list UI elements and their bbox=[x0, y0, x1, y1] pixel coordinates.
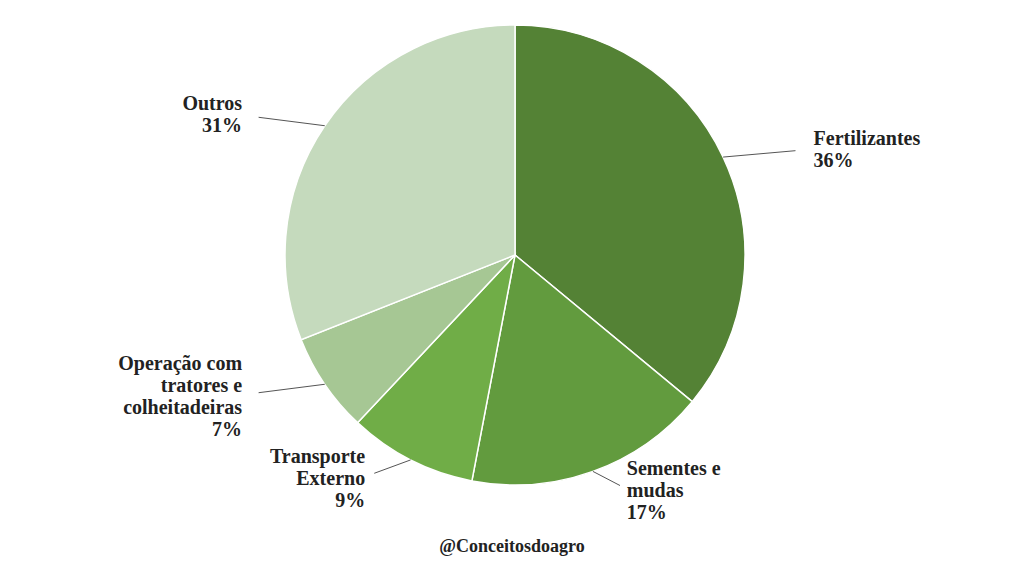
svg-text:Sementes emudas17%: Sementes emudas17% bbox=[627, 457, 721, 523]
svg-text:TransporteExterno9%: TransporteExterno9% bbox=[270, 445, 365, 511]
svg-text:Outros31%: Outros31% bbox=[182, 92, 242, 136]
svg-text:Fertilizantes36%: Fertilizantes36% bbox=[814, 127, 921, 171]
html-text:@Conceitosdoagro: @Conceitosdoagro bbox=[439, 536, 585, 556]
svg-text:Operação comtratores ecolheita: Operação comtratores ecolheitadeiras7% bbox=[118, 352, 242, 440]
